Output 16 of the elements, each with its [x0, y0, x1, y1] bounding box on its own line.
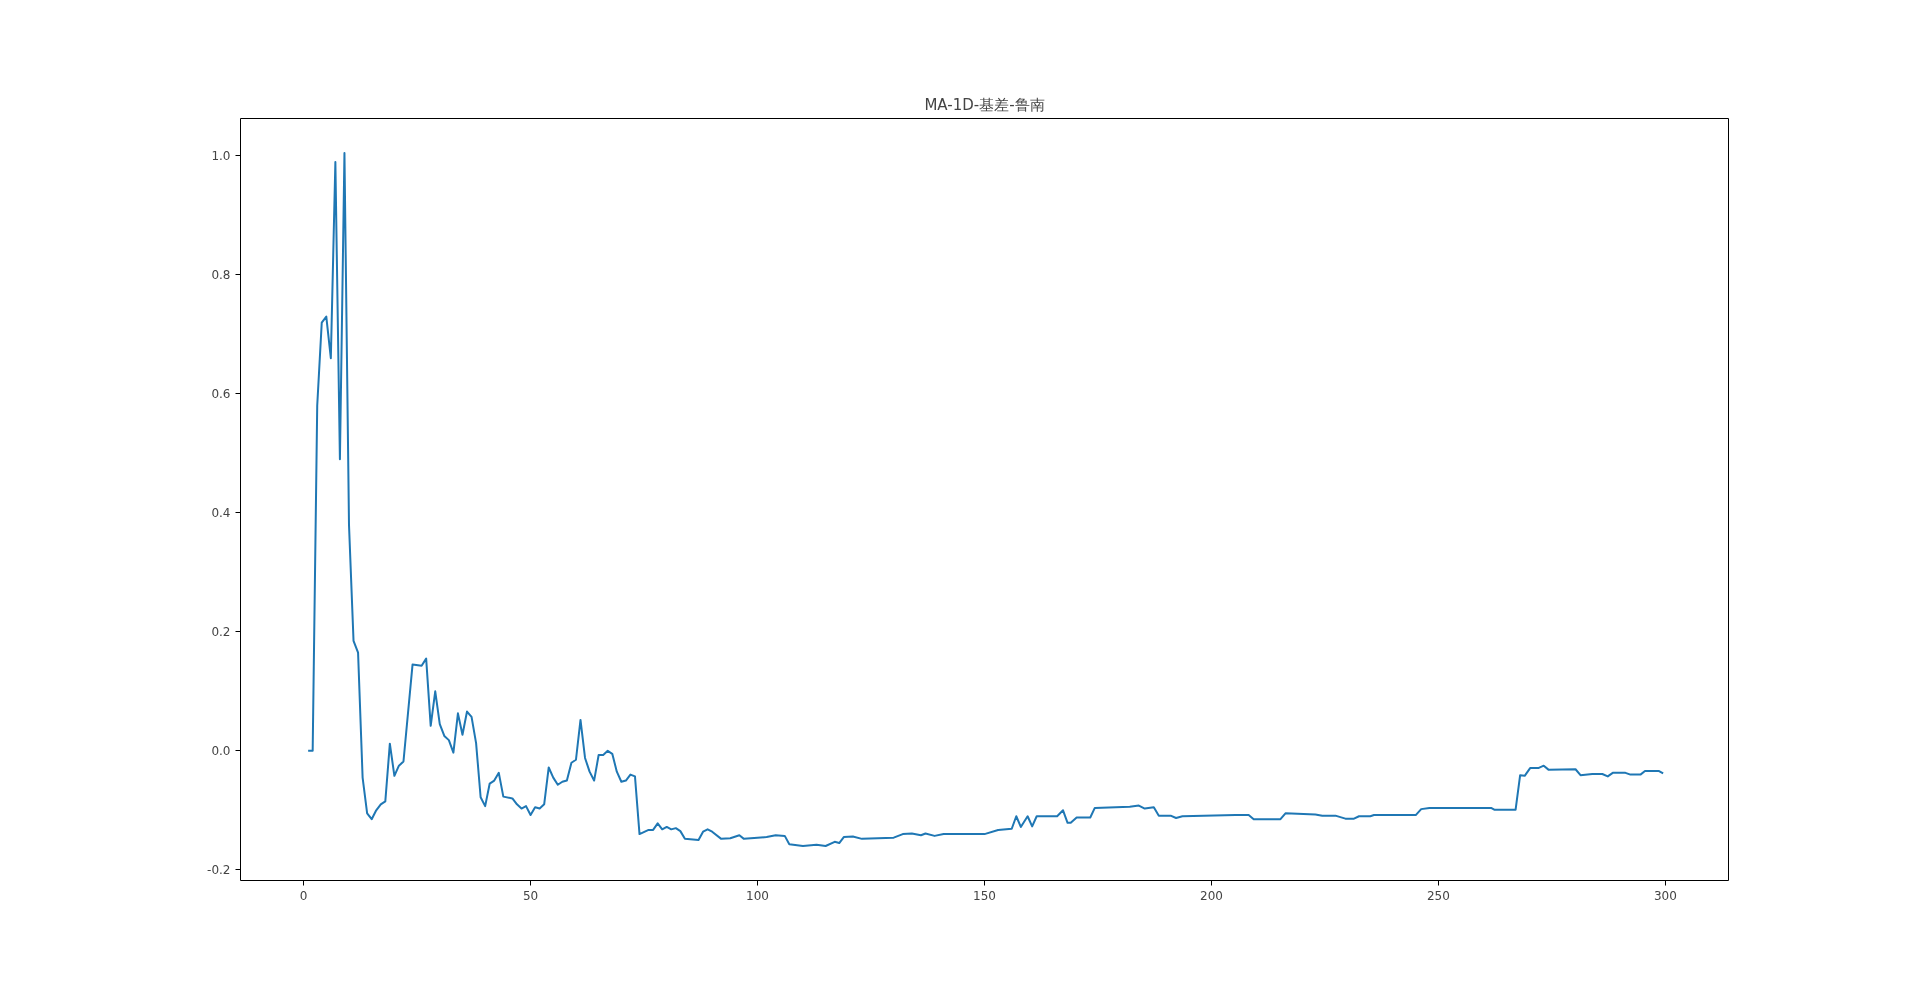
- y-tick-label: 0.8: [211, 268, 231, 283]
- x-tick-label: 300: [1653, 888, 1677, 903]
- chart-title: MA-1D-基差-鲁南: [924, 95, 1045, 114]
- x-tick-label: 100: [746, 888, 769, 903]
- x-tick-label: 150: [973, 888, 996, 903]
- y-tick-label: 0.6: [211, 387, 231, 402]
- x-tick-label: 50: [522, 888, 539, 903]
- x-tick-label: 200: [1200, 888, 1223, 903]
- y-tick-label: 1.0: [211, 149, 231, 164]
- y-tick-label: 0.4: [211, 506, 231, 521]
- x-tick-label: 0: [299, 888, 308, 903]
- y-tick-label: -0.2: [207, 863, 231, 878]
- y-tick-label: 0.2: [211, 625, 231, 640]
- y-tick-label: 0.0: [211, 744, 231, 759]
- line-series: [307, 152, 1665, 847]
- x-tick-label: 250: [1426, 888, 1450, 903]
